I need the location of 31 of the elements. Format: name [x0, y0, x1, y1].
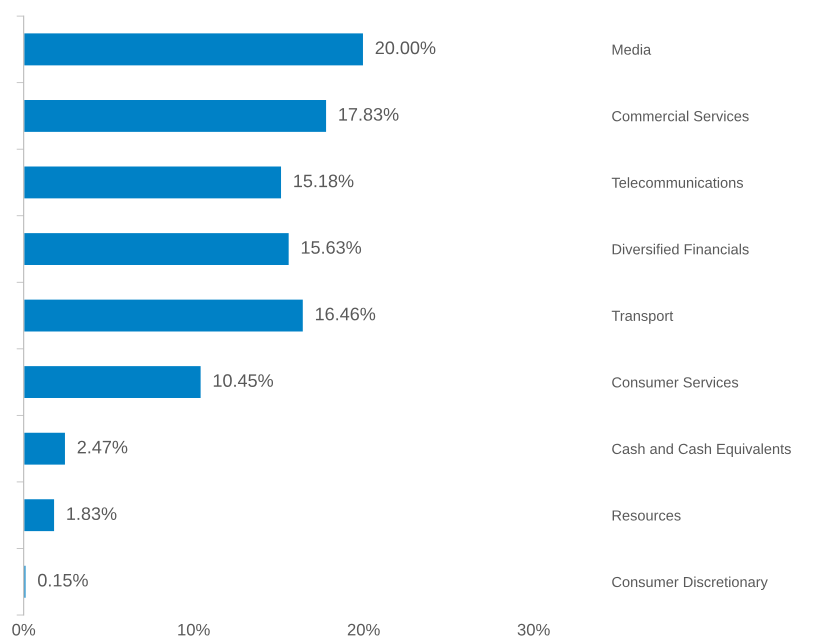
bar	[24, 298, 304, 333]
y-tick-label: Consumer Services	[612, 376, 738, 388]
bar	[24, 165, 282, 200]
y-tick-label: Media	[612, 44, 652, 55]
y-tick-label: Telecommunications	[612, 177, 744, 188]
bar	[24, 431, 66, 466]
bar	[24, 32, 364, 67]
y-tick-label: Diversified Financials	[612, 244, 749, 254]
y-tick-label: Cash and Cash Equivalents	[612, 443, 791, 457]
y-tick-label: Consumer Discretionary	[612, 576, 768, 590]
x-tick-label: 10%	[178, 624, 210, 636]
x-tick-label: 0%	[12, 624, 36, 636]
data-label: 10.45%	[214, 374, 274, 387]
data-label: 20.00%	[376, 41, 436, 54]
data-label: 2.47%	[78, 440, 128, 454]
x-tick-label: 30%	[518, 624, 550, 636]
y-tick-label: Commercial Services	[612, 110, 749, 122]
y-tick-label: Resources	[612, 510, 681, 521]
x-tick-label: 20%	[348, 624, 380, 636]
data-label: 15.63%	[302, 241, 362, 254]
data-label: 0.15%	[38, 574, 88, 587]
data-label: 17.83%	[339, 108, 398, 121]
data-label: 1.83%	[67, 507, 116, 520]
data-label: 15.18%	[294, 174, 354, 188]
data-label: 16.46%	[316, 308, 376, 320]
y-tick-label: Transport	[612, 310, 674, 324]
bar	[24, 232, 290, 266]
bar	[24, 564, 27, 600]
bar	[24, 498, 56, 533]
bar	[24, 98, 328, 134]
bar	[24, 364, 202, 400]
